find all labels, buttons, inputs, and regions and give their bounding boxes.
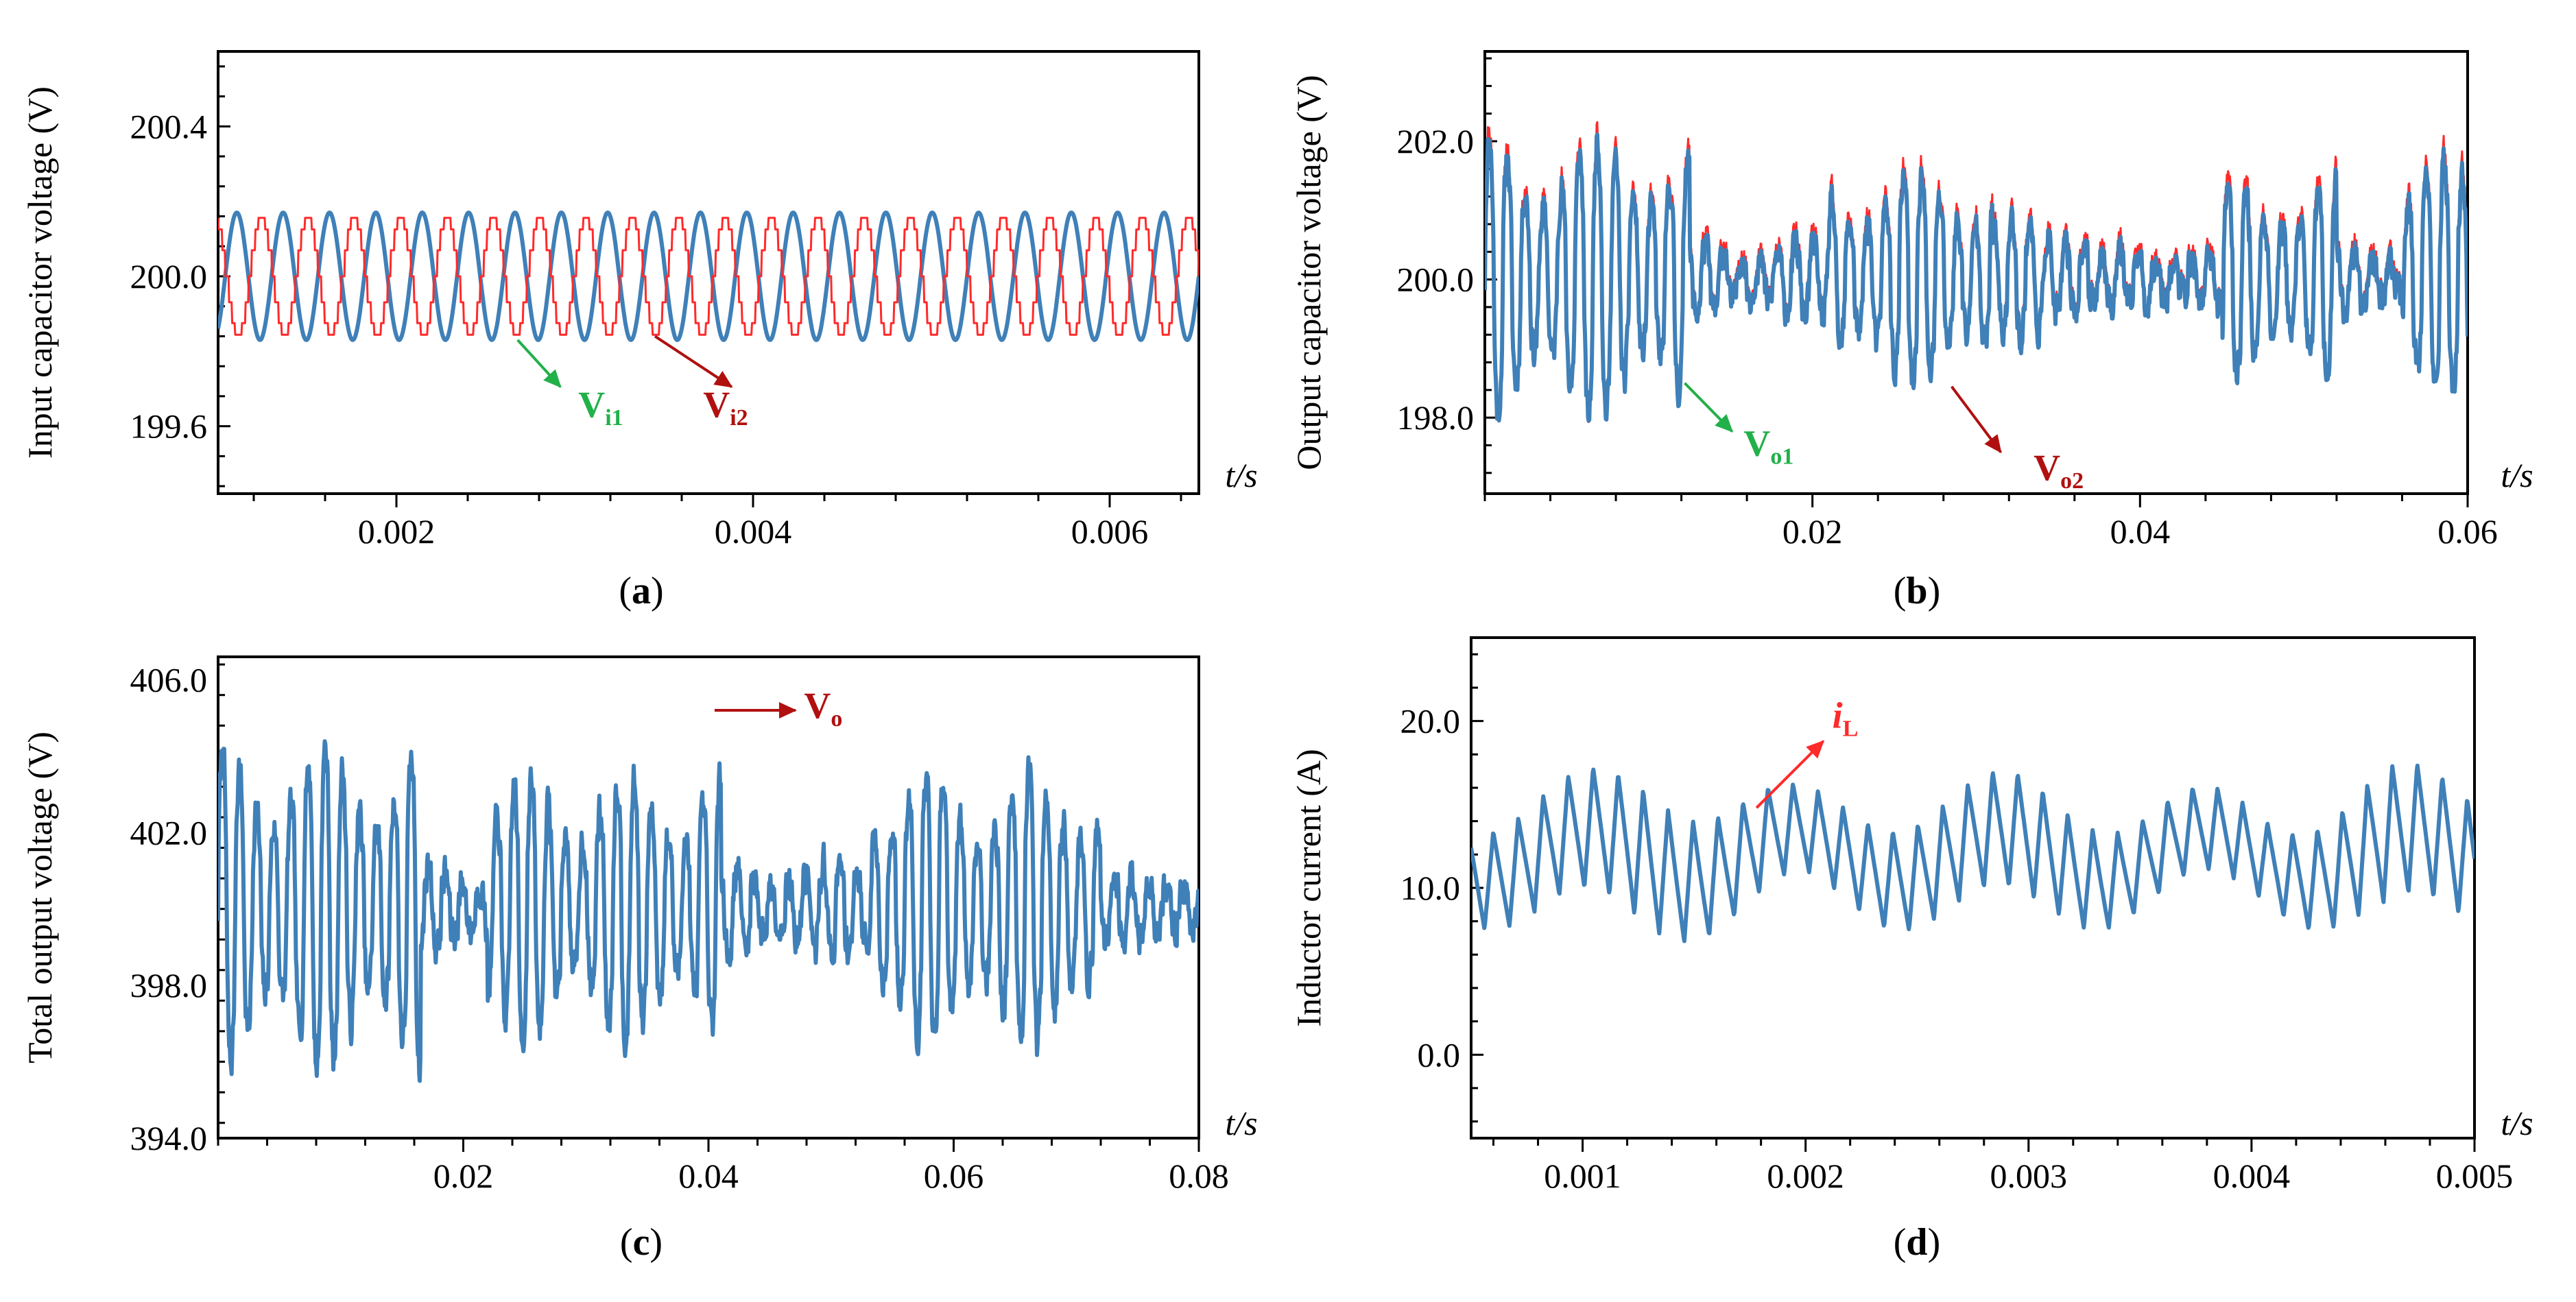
x-axis-label: t/s [1225,456,1257,494]
xtick-label: 0.004 [2213,1157,2291,1195]
y-axis-label: Output capacitor voltage (V) [1289,75,1328,470]
xtick-label: 0.001 [1544,1157,1621,1195]
annotation-label: Vo2 [2034,447,2084,494]
panel-caption: (a) [619,570,663,612]
chart-b: 198.0 200.0 202.0 0.02 0.04 0.06 Output capaci… [1289,50,2533,612]
xtick-label: 0.003 [1990,1157,2068,1195]
ytick-label: 406.0 [130,660,208,699]
chart-c: 394.0 398.0 402.0 406.0 0.02 0.04 0.06 0.08 Tota… [21,655,1258,1264]
annotation-arrow [1951,385,2002,454]
panel-caption: (b) [1894,570,1940,612]
ytick-label: 10.0 [1400,869,1461,907]
series-line-Vo2 [1485,121,2468,424]
xtick-label: 0.006 [1071,512,1149,551]
xtick-label: 0.02 [433,1157,494,1195]
xtick-label: 0.04 [678,1157,739,1195]
xtick-label: 0.005 [2436,1157,2514,1195]
panel-caption: (c) [620,1221,663,1264]
xtick-label: 0.08 [1169,1157,1229,1195]
ytick-label: 200.0 [130,257,208,296]
ytick-label: 200.0 [1397,261,1475,299]
annotation-label: Vo [804,685,842,732]
xtick-label: 0.002 [358,512,436,551]
ytick-label: 394.0 [130,1119,208,1157]
ytick-label: 20.0 [1400,702,1461,740]
ytick-label: 398.0 [130,966,208,1004]
series-line-Vi1 [218,210,1199,342]
x-axis-label: t/s [2501,456,2533,494]
plot-frame-d [1470,636,2476,1140]
ytick-label: 199.6 [130,407,208,446]
xtick-label: 0.04 [2110,512,2171,551]
panel-caption: (d) [1894,1221,1940,1264]
x-axis-label: t/s [2501,1104,2533,1142]
annotation-arrow [1755,740,1825,809]
xtick-label: 0.06 [924,1157,984,1195]
series-line-Vo [218,739,1199,1083]
annotation-label: Vi1 [578,384,623,431]
xtick-label: 0.02 [1782,512,1843,551]
annotation-arrow [654,335,733,388]
xtick-label: 0.004 [715,512,792,551]
x-axis-label: t/s [1225,1104,1257,1142]
chart-a: 199.6 200.0 200.4 0.002 0.004 0.006 Input capa… [21,50,1258,612]
xtick-label: 0.06 [2437,512,2498,551]
y-axis-label: Total output voltage (V) [21,732,59,1063]
series-line-iL [1471,763,2474,943]
y-axis-label: Inductor current (A) [1289,749,1328,1026]
chart-d: 0.0 10.0 20.0 0.001 0.002 0.003 0.004 0.005 Indu… [1289,636,2533,1264]
annotation-arrow [1683,382,1734,433]
ytick-label: 402.0 [130,813,208,852]
ytick-label: 198.0 [1397,398,1475,437]
annotation-arrow [516,339,562,388]
annotation-label: Vo1 [1743,423,1793,470]
plot-frame-b [1483,50,2469,495]
annotation-label: Vi2 [703,384,748,431]
ytick-label: 0.0 [1418,1035,1461,1074]
ytick-label: 202.0 [1397,122,1475,160]
series-line-Vi2 [218,217,1199,336]
xtick-label: 0.002 [1767,1157,1844,1195]
y-axis-label: Input capacitor voltage (V) [21,86,59,459]
annotation-label: iL [1833,695,1859,741]
series-line-Vo1 [1485,132,2468,423]
ytick-label: 200.4 [130,107,208,145]
